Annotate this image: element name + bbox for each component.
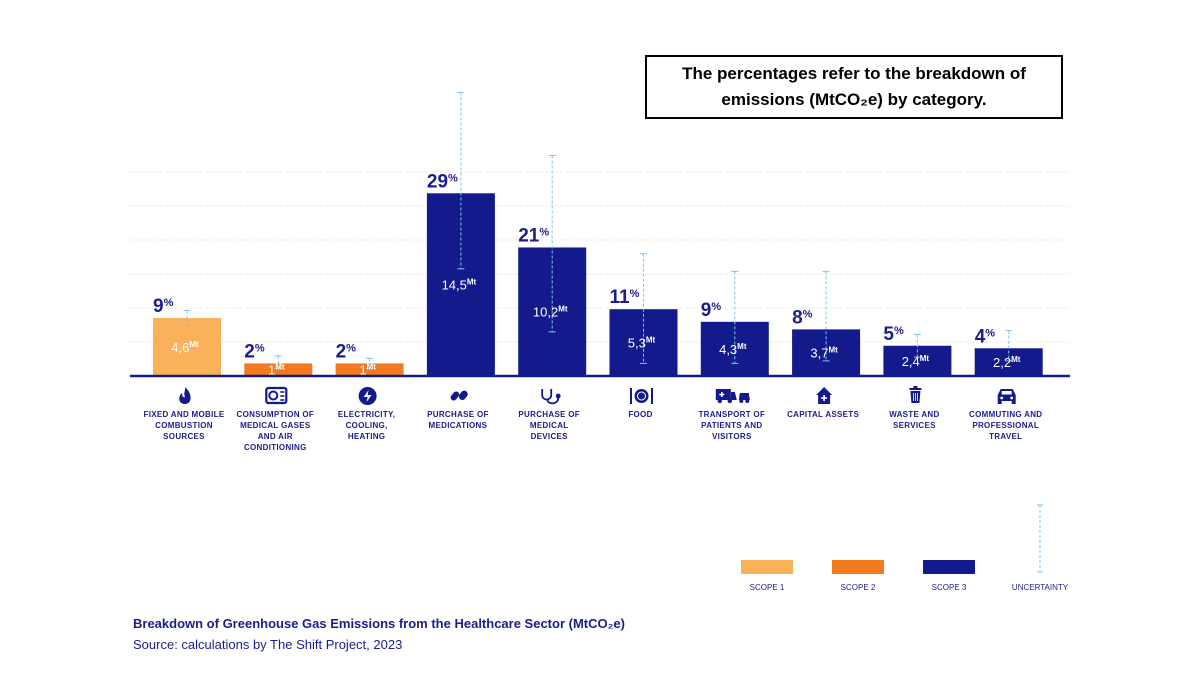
category-label: FOOD: [628, 410, 652, 419]
uncertainty-bar: [457, 91, 465, 270]
category-label: PURCHASE OF MEDICATIONS: [427, 410, 489, 430]
bar-group: 9% 4,3Mt TRANSPORT OF PATIENTS AND VISITORS: [698, 270, 769, 441]
percent-label: 9%: [701, 300, 722, 321]
bar-group: 21% 10,2Mt PURCHASE OF MEDICAL DEVICES: [518, 154, 587, 441]
category-label: COMMUTING AND PROFESSIONAL TRAVEL: [969, 410, 1042, 441]
value-label: 4,3Mt: [719, 342, 747, 357]
percent-label: 29%: [427, 171, 458, 192]
uncertainty-bar: [366, 357, 374, 369]
caption-source: Source: calculations by The Shift Projec…: [133, 637, 403, 652]
lightning-icon: [358, 387, 377, 405]
bar-group: 5% 2,4Mt WASTE AND SERVICES: [883, 324, 952, 430]
legend-item: UNCERTAINTY: [1012, 504, 1069, 592]
category-label: PURCHASE OF MEDICAL DEVICES: [518, 410, 580, 441]
uncertainty-bar: [548, 154, 556, 333]
percent-label: 2%: [336, 341, 357, 362]
bar-group: 4% 2,2Mt COMMUTING AND PROFESSIONAL TRAVEL: [969, 326, 1043, 441]
legend: SCOPE 1 SCOPE 2 SCOPE 3 UNCERTAINTY: [741, 504, 1069, 592]
uncertainty-bar: [640, 253, 647, 364]
value-label: 5,3Mt: [628, 336, 656, 351]
ambulance-car-icon: [715, 389, 750, 404]
car-icon: [997, 389, 1016, 404]
note-box: The percentages refer to the breakdown o…: [645, 55, 1063, 119]
legend-item: SCOPE 1: [741, 560, 793, 592]
building-icon: [816, 387, 833, 404]
legend-label: SCOPE 3: [932, 583, 967, 592]
percent-label: 2%: [244, 341, 265, 362]
note-text: The percentages refer to the breakdown o…: [682, 64, 1026, 109]
category-label: CONSUMPTION OF MEDICAL GASES AND AIR CONDIT…: [237, 410, 315, 452]
flame-icon: [179, 387, 191, 404]
category-label: TRANSPORT OF PATIENTS AND VISITORS: [698, 410, 765, 441]
uncertainty-bar: [274, 355, 282, 369]
bar: [153, 318, 221, 376]
plate-cutlery-icon: [630, 388, 653, 404]
percent-label: 8%: [792, 307, 813, 328]
pills-icon: [450, 390, 468, 401]
category-label: ELECTRICITY, COOLING, HEATING: [338, 410, 395, 441]
value-label: 10,2Mt: [533, 305, 568, 320]
category-label: WASTE AND SERVICES: [889, 410, 939, 430]
value-label: 2,2Mt: [993, 355, 1021, 370]
bar-group: 2%1Mt ELECTRICITY, COOLING, HEATING: [335, 341, 404, 441]
uncertainty-bar: [822, 270, 830, 362]
legend-swatch: [923, 560, 975, 574]
uncertainty-bar: [913, 333, 921, 358]
percent-label: 9%: [153, 296, 174, 317]
uncertainty-bar: [183, 309, 191, 327]
uncertainty-bar: [731, 270, 739, 364]
bar-group: 2%1Mt CONSUMPTION OF MEDICAL GASES AND AIR C…: [237, 341, 315, 452]
bar: [244, 363, 313, 376]
value-label: 3,7Mt: [810, 346, 838, 361]
bar-group: 9% 4,6Mt FIXED AND MOBILE COMBUSTION SOURCES: [144, 296, 225, 441]
legend-label: SCOPE 1: [750, 583, 785, 592]
trash-icon: [909, 386, 922, 403]
percent-label: 5%: [883, 324, 904, 345]
gridlines: [130, 171, 1070, 343]
legend-label: SCOPE 2: [841, 583, 876, 592]
value-label: 4,6Mt: [171, 340, 199, 355]
bar-group: 11% 5,3Mt FOOD: [609, 253, 678, 419]
bar-group: 29% 14,5Mt PURCHASE OF MEDICATIONS: [426, 91, 495, 430]
value-label: 14,5Mt: [442, 278, 477, 293]
stethoscope-icon: [541, 389, 561, 405]
category-label: FIXED AND MOBILE COMBUSTION SOURCES: [144, 410, 225, 441]
legend-swatch: [832, 560, 884, 574]
percent-label: 4%: [975, 326, 996, 347]
bars: 9% 4,6Mt FIXED AND MOBILE COMBUSTION SOURCES…: [144, 91, 1043, 452]
legend-label: UNCERTAINTY: [1012, 583, 1069, 592]
value-label: 1Mt: [359, 363, 376, 378]
legend-item: SCOPE 2: [832, 560, 884, 592]
chart-caption: Breakdown of Greenhouse Gas Emissions fr…: [133, 616, 625, 652]
legend-swatch: [741, 560, 793, 574]
air-conditioner-icon: [265, 386, 288, 405]
percent-label: 21%: [518, 225, 549, 246]
caption-title: Breakdown of Greenhouse Gas Emissions fr…: [133, 616, 625, 631]
legend-item: SCOPE 3: [923, 560, 975, 592]
bar: [335, 363, 404, 376]
value-label: 2,4Mt: [902, 354, 930, 369]
bar-group: 8% 3,7Mt CAPITAL ASSETS: [787, 270, 861, 419]
value-label: 1Mt: [268, 363, 285, 378]
uncertainty-bar: [1005, 330, 1013, 362]
category-label: CAPITAL ASSETS: [787, 410, 859, 419]
percent-label: 11%: [610, 287, 640, 308]
